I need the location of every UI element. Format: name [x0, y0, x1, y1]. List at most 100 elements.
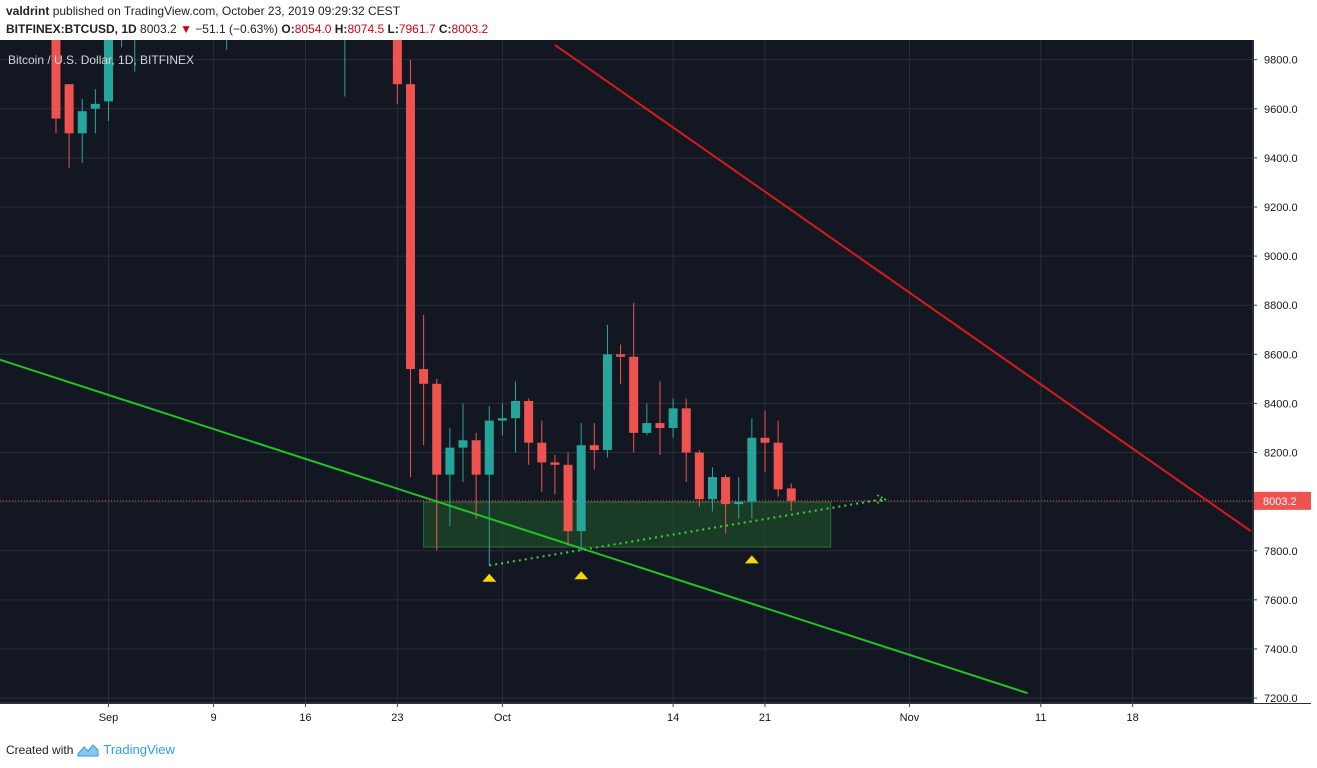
triangle-marker-icon: [744, 555, 759, 564]
candle-body: [773, 442, 783, 490]
low-label: L:: [387, 22, 399, 36]
price-tick-label: 8200.0: [1264, 448, 1298, 460]
price-chart[interactable]: Bitcoin / U.S. Dollar, 1D, BITFINEX 9800…: [0, 40, 1311, 732]
tradingview-brand[interactable]: TradingView: [103, 742, 175, 757]
price-tick-label: 9800.0: [1264, 55, 1298, 67]
candle-body: [760, 437, 770, 443]
candle-body: [511, 400, 521, 419]
last-price-label: 8003.2: [1254, 491, 1311, 510]
open-label: O:: [281, 22, 295, 36]
time-tick-label: 21: [759, 712, 771, 724]
high-label: H:: [334, 22, 348, 36]
candle-body: [497, 418, 507, 421]
rising-dotted-trendline: [489, 498, 884, 567]
author-name[interactable]: valdrint: [6, 4, 50, 18]
open-value: 8054.0: [294, 22, 332, 36]
time-tick-label: 14: [667, 712, 679, 724]
candle-body: [524, 400, 534, 443]
candle-body: [419, 369, 429, 384]
symbol-label[interactable]: BITFINEX:BTCUSD, 1D: [6, 22, 137, 36]
candle-body: [51, 40, 61, 119]
candle-body: [694, 452, 704, 500]
triangle-marker-icon: [482, 573, 497, 582]
candle-body: [629, 356, 639, 433]
time-tick-label: Sep: [99, 712, 119, 724]
price-tick-label: 7400.0: [1264, 644, 1298, 656]
support-zone-rect: [423, 501, 832, 548]
candle-body: [458, 440, 468, 448]
candle-body: [576, 445, 586, 532]
candle-body: [747, 437, 757, 502]
price-tick-label: 9000.0: [1264, 251, 1298, 263]
change-value: −51.1 (−0.63%): [195, 22, 279, 36]
support-trend-line: [0, 358, 1028, 695]
time-tick-label: 18: [1127, 712, 1139, 724]
price-tick-label: 9400.0: [1264, 153, 1298, 165]
triangle-marker-icon: [574, 571, 589, 580]
last-price-badge: [1254, 491, 1311, 510]
down-arrow-icon: ▼: [180, 22, 192, 36]
downtrend-line: [554, 44, 1252, 532]
time-tick-label: 16: [299, 712, 311, 724]
high-value: 8074.5: [347, 22, 385, 36]
time-axis-bg: [0, 704, 1311, 732]
low-value: 7961.7: [398, 22, 436, 36]
support-zone: [423, 501, 832, 548]
last-price: 8003.2: [140, 22, 177, 36]
candle-body: [90, 103, 100, 109]
price-tick-label: 8400.0: [1264, 398, 1298, 410]
candle-body: [655, 423, 665, 428]
candle-body: [445, 447, 455, 475]
time-tick-label: Oct: [494, 712, 511, 724]
dotted-trendline-arrow-icon: [876, 494, 887, 504]
price-tick-label: 8600.0: [1264, 349, 1298, 361]
candle-body: [589, 445, 599, 451]
price-axis-bg: [1254, 40, 1311, 703]
candle-body: [77, 111, 87, 134]
time-tick-label: 9: [210, 712, 216, 724]
candle-body: [484, 420, 494, 475]
candle-body: [616, 354, 626, 357]
candle-body: [64, 84, 74, 134]
close-label: C:: [438, 22, 452, 36]
close-value: 8003.2: [451, 22, 489, 36]
time-tick-label: 11: [1035, 712, 1046, 724]
price-tick-label: 9200.0: [1264, 202, 1298, 214]
price-tick-label: 7600.0: [1264, 595, 1298, 607]
candle-body: [432, 383, 442, 475]
trend-drawings: [0, 44, 1252, 695]
candle-body: [537, 442, 547, 463]
chart-grid: [0, 40, 1253, 703]
candle-body: [786, 488, 796, 501]
candlestick-series: [51, 40, 796, 566]
time-tick-label: 23: [391, 712, 403, 724]
chart-title: Bitcoin / U.S. Dollar, 1D, BITFINEX: [8, 53, 194, 67]
publish-info: valdrint published on TradingView.com, O…: [6, 4, 400, 18]
candle-body: [668, 408, 678, 428]
candle-body: [392, 40, 402, 85]
footer: Created with TradingView: [6, 742, 175, 757]
published-text: published on TradingView.com, October 23…: [52, 4, 401, 18]
candle-body: [104, 40, 113, 102]
time-axis[interactable]: Sep 9 16 23 Oct 14 21 Nov 11 18: [0, 703, 1311, 732]
candle-body: [681, 408, 691, 453]
candle-body: [563, 464, 573, 532]
chart-background: [0, 40, 1311, 732]
price-tick-label: 8800.0: [1264, 300, 1298, 312]
candle-body: [707, 477, 717, 500]
candle-body: [642, 423, 652, 433]
last-price-badge-text: 8003.2: [1263, 496, 1297, 508]
candle-body: [734, 501, 744, 505]
symbol-info-bar: BITFINEX:BTCUSD, 1D 8003.2 ▼ −51.1 (−0.6…: [6, 22, 488, 36]
price-tick-label: 9600.0: [1264, 104, 1298, 116]
candle-body: [405, 84, 415, 370]
candle-body: [602, 354, 612, 451]
price-tick-label: 7800.0: [1264, 546, 1298, 558]
time-tick-label: Nov: [900, 712, 920, 724]
price-tick-label: 7200.0: [1264, 693, 1298, 705]
candle-body: [550, 462, 560, 465]
candle-body: [471, 440, 481, 475]
tradingview-logo-icon: [77, 743, 99, 756]
price-axis[interactable]: 9800.0 9600.0 9400.0 9200.0 9000.0 8800.0 8600…: [1253, 40, 1311, 705]
created-with-text: Created with: [6, 742, 74, 757]
